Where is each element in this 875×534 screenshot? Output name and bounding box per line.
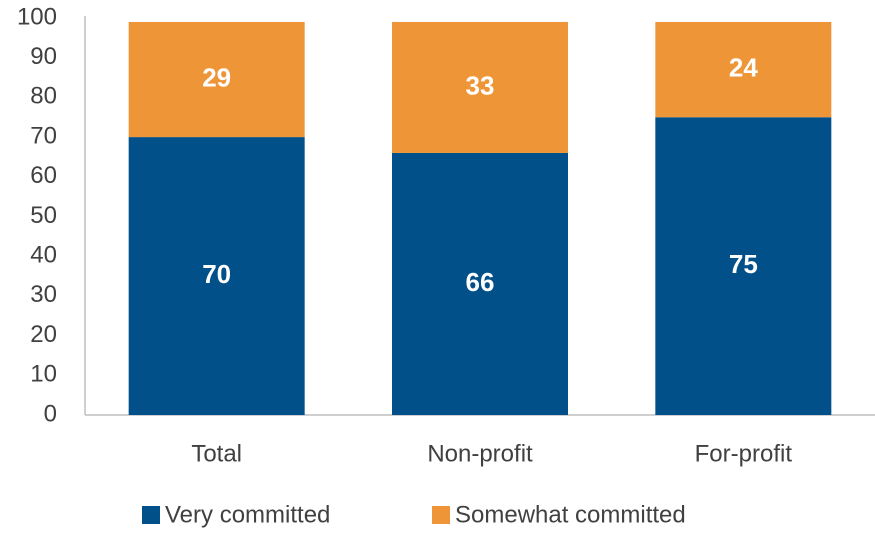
bar-segment: [392, 152, 568, 416]
bar-segment: [655, 21, 832, 118]
y-tick-label: 80: [30, 83, 57, 110]
legend-swatch: [142, 506, 160, 524]
legend-label: Somewhat committed: [455, 501, 686, 528]
legend-label: Very committed: [165, 501, 330, 528]
y-tick-label: 70: [30, 122, 57, 149]
bar-segment: [392, 21, 568, 153]
y-tick-label: 0: [44, 400, 57, 427]
data-label: 29: [202, 62, 231, 92]
y-tick-label: 60: [30, 162, 57, 189]
x-tick-label: Non-profit: [427, 440, 533, 467]
bar-segment: [128, 137, 305, 415]
data-label: 24: [729, 52, 758, 82]
y-tick-label: 20: [30, 321, 57, 348]
x-tick-label: For-profit: [695, 440, 793, 467]
y-tick-label: 30: [30, 281, 57, 308]
legend-swatch: [432, 506, 450, 524]
bar-segment: [655, 117, 832, 415]
data-label: 66: [466, 267, 495, 297]
y-tick-label: 40: [30, 242, 57, 269]
x-tick-label: Total: [191, 440, 242, 467]
y-tick-label: 90: [30, 43, 57, 70]
data-label: 75: [729, 249, 758, 279]
bar-segment: [128, 21, 305, 138]
y-tick-label: 100: [17, 3, 57, 30]
data-label: 33: [466, 70, 495, 100]
y-tick-label: 10: [30, 361, 57, 388]
data-label: 70: [202, 259, 231, 289]
y-tick-label: 50: [30, 202, 57, 229]
